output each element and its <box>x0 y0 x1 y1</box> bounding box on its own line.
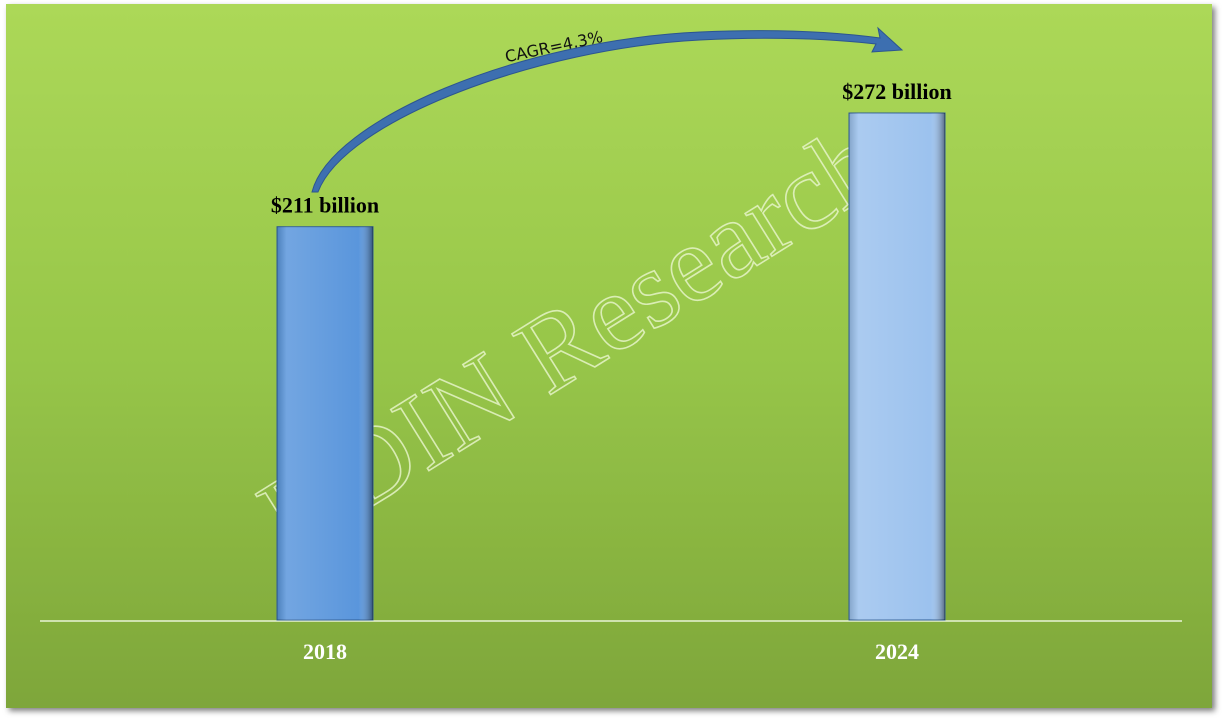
bar-shade <box>849 113 945 620</box>
background <box>6 4 1212 708</box>
value-label: $211 billion <box>271 193 379 218</box>
bar-shade <box>277 226 373 620</box>
cagr-arrow <box>311 26 904 193</box>
value-label: $272 billion <box>842 79 951 104</box>
x-tick-label: 2018 <box>303 639 347 664</box>
x-tick-label: 2024 <box>875 639 919 664</box>
